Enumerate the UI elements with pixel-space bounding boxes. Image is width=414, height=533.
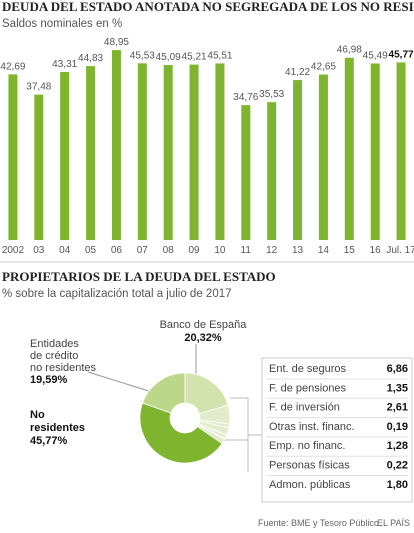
- x-tick-label: 2002: [2, 245, 25, 256]
- x-tick-label: 11: [241, 245, 252, 256]
- value-label: 45,21: [182, 52, 207, 63]
- x-tick-label: 04: [59, 245, 71, 256]
- pie-slice: [142, 372, 186, 414]
- value-label: 45,09: [156, 52, 181, 63]
- bar: [163, 65, 173, 240]
- legend-label: Emp. no financ.: [269, 440, 345, 452]
- value-label: 42,69: [0, 61, 25, 72]
- bar: [34, 94, 44, 240]
- bar: [111, 50, 121, 240]
- x-tick-label: 06: [111, 245, 123, 256]
- bar: [86, 66, 96, 240]
- x-tick-label: 09: [189, 245, 201, 256]
- chart-subtitle: Saldos nominales en %: [2, 18, 122, 30]
- legend-value: 1,80: [387, 479, 408, 491]
- chart-subtitle: % sobre la capitalización total a julio …: [2, 288, 232, 300]
- bar: [396, 62, 406, 240]
- bar: [137, 63, 147, 241]
- legend-value: 1,35: [387, 382, 408, 394]
- legend-label: Admon. públicas: [269, 479, 351, 491]
- legend-label: Personas físicas: [269, 460, 350, 472]
- bar: [241, 105, 251, 241]
- value-label: 45,51: [207, 50, 232, 61]
- bar: [318, 74, 328, 240]
- bar: [60, 71, 70, 240]
- label: Entidades de crédito no residentes: [30, 338, 97, 374]
- chart-title: PROPIETARIOS DE LA DEUDA DEL ESTADO: [2, 269, 276, 284]
- value-label: 44,83: [78, 53, 103, 64]
- legend-value: 6,86: [387, 363, 408, 375]
- label: No residentes: [30, 409, 85, 434]
- x-tick-label: Jul. 17: [386, 245, 414, 256]
- x-tick-label: 14: [318, 245, 330, 256]
- value-label: 45,49: [363, 50, 388, 61]
- value-label: 43,31: [52, 59, 77, 70]
- legend-label: F. de pensiones: [269, 382, 347, 394]
- bar: [215, 63, 225, 240]
- source: Fuente: BME y Tesoro Público.: [258, 518, 381, 528]
- legend-value: 0,22: [387, 460, 408, 472]
- bar: [8, 74, 18, 241]
- x-tick-label: 12: [266, 245, 278, 256]
- bracket: [222, 397, 262, 472]
- value-label: 46,98: [337, 45, 362, 56]
- value-label: 34,76: [233, 92, 258, 103]
- value-label: 35,53: [259, 89, 284, 100]
- slice-value: 19,59%: [30, 374, 68, 386]
- x-tick-label: 07: [137, 245, 149, 256]
- x-tick-label: 16: [370, 245, 382, 256]
- publisher: EL PAÍS: [377, 518, 410, 528]
- legend-value: 0,19: [387, 421, 408, 433]
- value-label: 42,65: [311, 62, 336, 73]
- value-label: 45,53: [130, 50, 155, 61]
- value-label: 48,95: [104, 37, 129, 48]
- pie-slice: [184, 372, 229, 415]
- bar: [370, 63, 380, 241]
- chart-title: DEUDA DEL ESTADO ANOTADA NO SEGREGADA DE…: [2, 0, 414, 14]
- legend-label: Otras inst. financ.: [269, 421, 355, 433]
- legend-value: 2,61: [387, 402, 408, 414]
- value-label: 37,48: [26, 82, 51, 93]
- bar: [267, 102, 277, 240]
- slice-label: Banco de España: [160, 319, 248, 331]
- x-tick-label: 13: [292, 245, 304, 256]
- bar: [293, 80, 303, 240]
- value-label: 41,22: [285, 67, 310, 78]
- value-label: 45,77: [389, 49, 414, 60]
- x-tick-label: 15: [344, 245, 356, 256]
- leader-line: [87, 371, 153, 393]
- x-tick-label: 10: [214, 245, 226, 256]
- x-tick-label: 05: [85, 245, 97, 256]
- pie-slice: [139, 402, 223, 464]
- legend-value: 1,28: [387, 440, 408, 452]
- slice-value: 20,32%: [184, 332, 222, 344]
- slice-value: 45,77%: [30, 435, 68, 447]
- x-tick-label: 08: [163, 245, 175, 256]
- legend-box: [261, 357, 413, 503]
- legend-label: F. de inversión: [269, 402, 340, 414]
- x-tick-label: 03: [33, 245, 45, 256]
- bar: [344, 57, 354, 240]
- bar: [189, 64, 199, 240]
- legend-label: Ent. de seguros: [269, 363, 347, 375]
